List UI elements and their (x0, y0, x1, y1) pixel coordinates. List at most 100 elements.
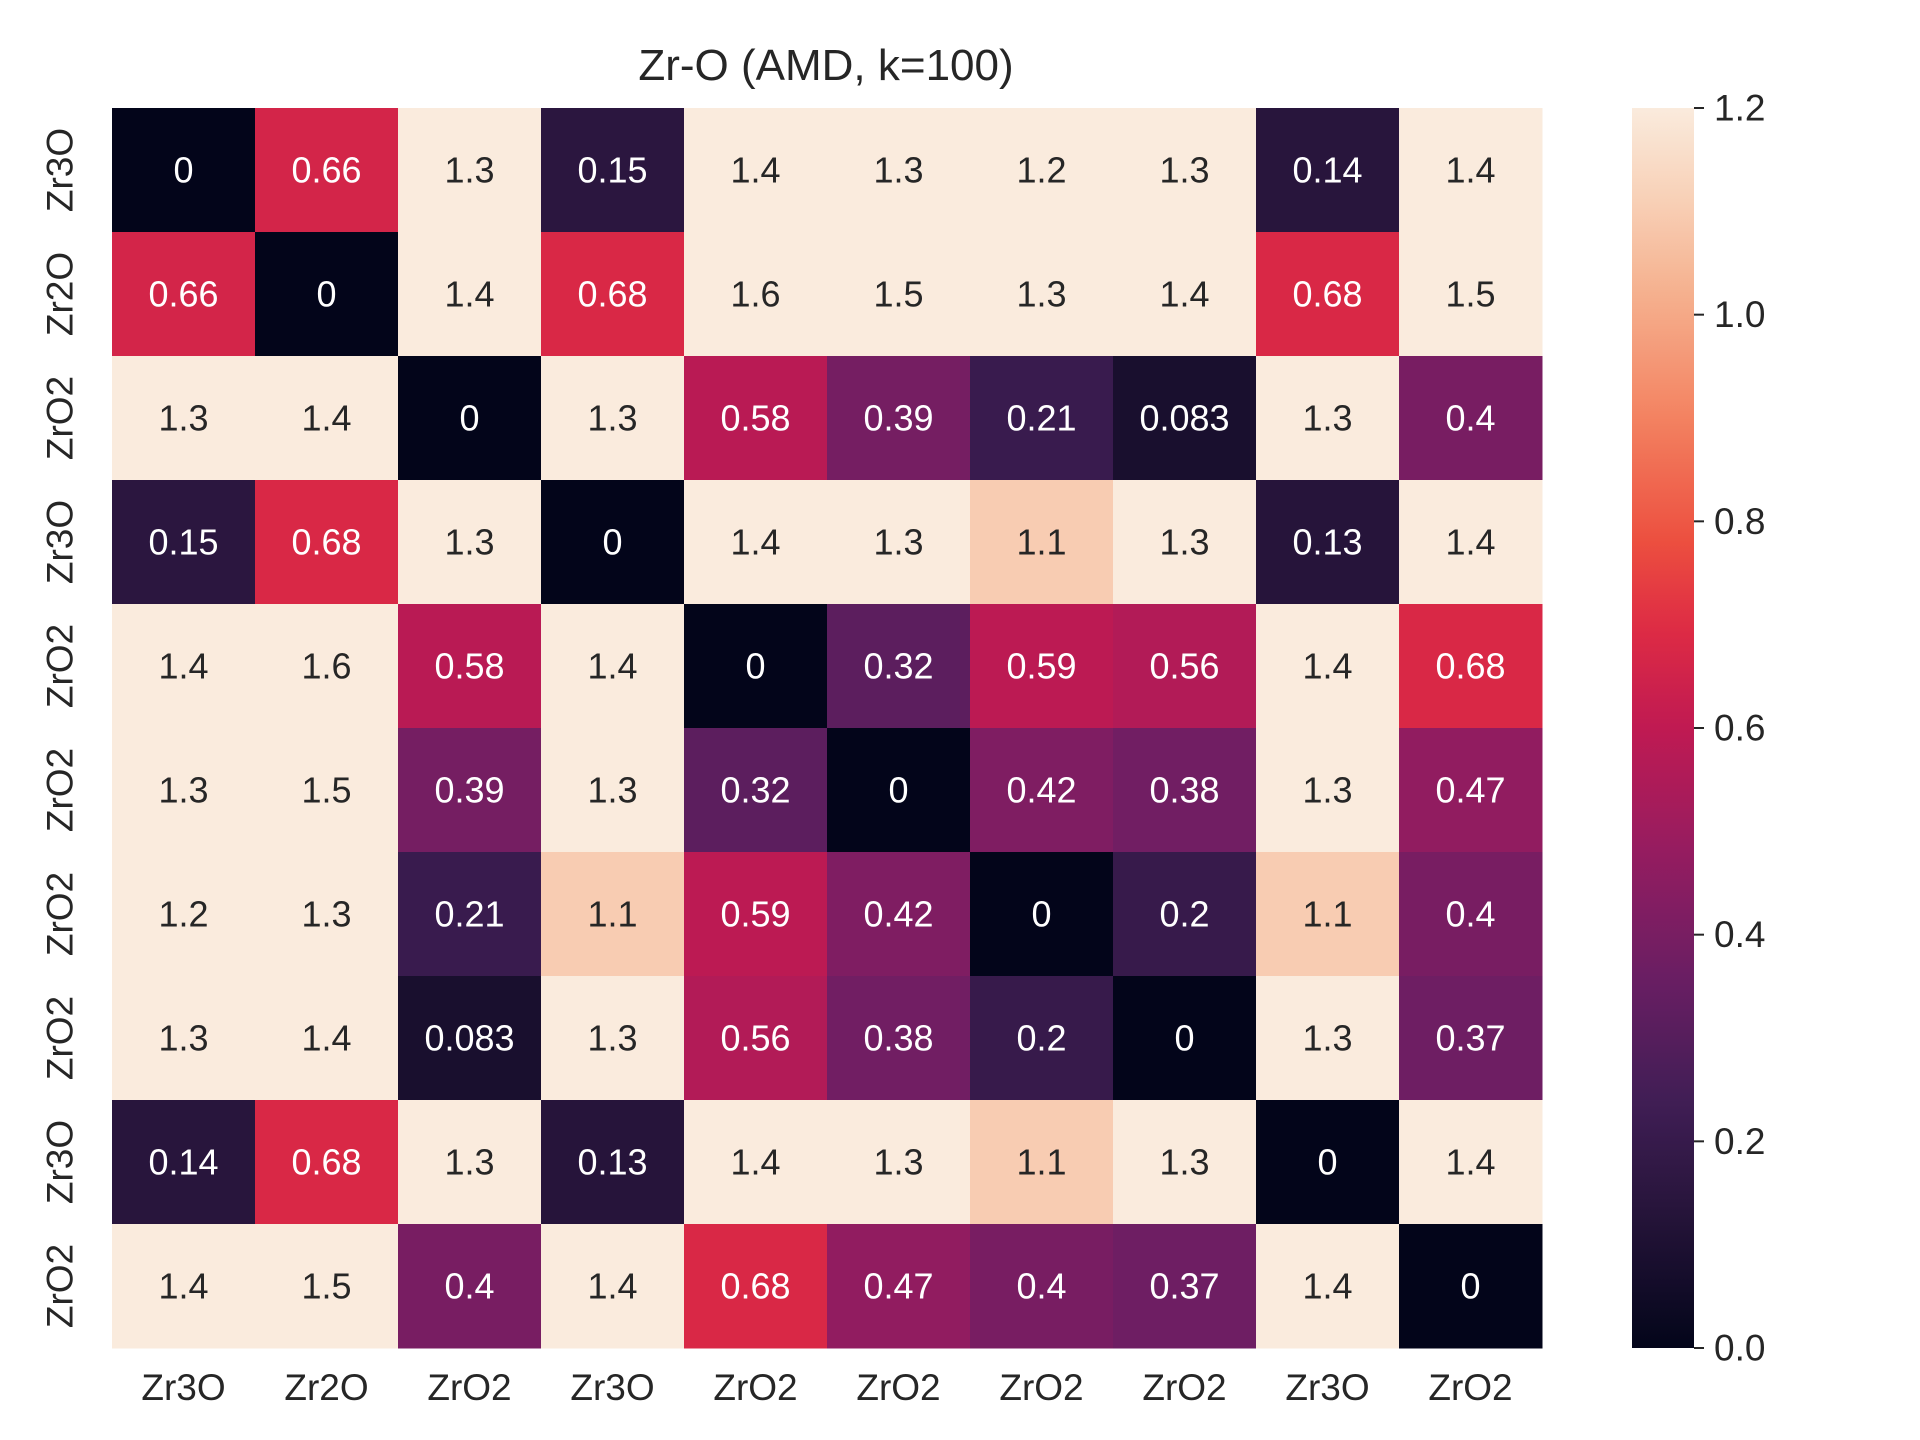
heatmap-cell-1-3 (541, 232, 685, 357)
heatmap-cell-0-7 (1113, 108, 1257, 233)
cell-value-3-2: 1.3 (444, 522, 494, 563)
cell-value-5-3: 1.3 (587, 770, 637, 811)
cell-value-3-7: 1.3 (1159, 522, 1209, 563)
cell-value-1-0: 0.66 (148, 274, 218, 315)
heatmap-cell-5-8 (1256, 728, 1400, 853)
cell-value-1-2: 1.4 (444, 274, 494, 315)
colorbar-tick-label-3: 0.6 (1714, 708, 1765, 749)
cell-value-5-0: 1.3 (158, 770, 208, 811)
cell-value-7-7: 0 (1174, 1018, 1194, 1059)
heatmap-cell-4-9 (1399, 604, 1543, 729)
cell-value-9-7: 0.37 (1149, 1266, 1219, 1307)
cell-value-6-0: 1.2 (158, 894, 208, 935)
heatmap-cell-4-6 (970, 604, 1114, 729)
cell-value-2-1: 1.4 (301, 398, 351, 439)
cell-value-6-1: 1.3 (301, 894, 351, 935)
cell-value-3-0: 0.15 (148, 522, 218, 563)
cell-value-4-5: 0.32 (863, 646, 933, 687)
cell-value-3-5: 1.3 (873, 522, 923, 563)
cell-value-4-8: 1.4 (1302, 646, 1352, 687)
heatmap-cell-5-5 (827, 728, 971, 853)
heatmap-cell-8-1 (255, 1100, 399, 1225)
heatmap-cell-8-7 (1113, 1100, 1257, 1225)
heatmap-cell-7-6 (970, 976, 1114, 1101)
cell-value-8-9: 1.4 (1445, 1142, 1495, 1183)
x-tick-label-8: Zr3O (1285, 1367, 1369, 1408)
cell-value-0-2: 1.3 (444, 150, 494, 191)
cell-value-5-6: 0.42 (1006, 770, 1076, 811)
heatmap-cell-8-9 (1399, 1100, 1543, 1225)
cell-value-4-4: 0 (745, 646, 765, 687)
cell-value-0-9: 1.4 (1445, 150, 1495, 191)
x-tick-label-4: ZrO2 (713, 1367, 797, 1408)
cell-value-1-5: 1.5 (873, 274, 923, 315)
cell-value-5-5: 0 (888, 770, 908, 811)
cell-value-1-8: 0.68 (1292, 274, 1362, 315)
cell-value-9-3: 1.4 (587, 1266, 637, 1307)
heatmap-cell-0-8 (1256, 108, 1400, 233)
cell-value-4-0: 1.4 (158, 646, 208, 687)
cell-value-4-1: 1.6 (301, 646, 351, 687)
y-tick-label-8: Zr3O (40, 1120, 81, 1204)
cell-value-7-4: 0.56 (720, 1018, 790, 1059)
cell-value-4-2: 0.58 (434, 646, 504, 687)
cell-value-7-8: 1.3 (1302, 1018, 1352, 1059)
cell-value-3-1: 0.68 (291, 522, 361, 563)
cell-value-3-3: 0 (602, 522, 622, 563)
heatmap-cell-5-3 (541, 728, 685, 853)
y-tick-label-4: ZrO2 (40, 624, 81, 708)
heatmap-cell-1-2 (398, 232, 542, 357)
y-tick-label-0: Zr3O (40, 128, 81, 212)
heatmap-cell-0-2 (398, 108, 542, 233)
heatmap-cell-5-0 (112, 728, 256, 853)
cell-value-1-3: 0.68 (577, 274, 647, 315)
chart-title: Zr-O (AMD, k=100) (638, 41, 1013, 90)
heatmap-cell-0-0 (112, 108, 256, 233)
heatmap-cell-2-7 (1113, 356, 1257, 481)
cell-value-3-9: 1.4 (1445, 522, 1495, 563)
cell-value-7-2: 0.083 (424, 1018, 514, 1059)
cell-value-2-6: 0.21 (1006, 398, 1076, 439)
heatmap-cell-6-2 (398, 852, 542, 977)
cell-value-5-4: 0.32 (720, 770, 790, 811)
heatmap-cell-8-2 (398, 1100, 542, 1225)
heatmap-cell-4-0 (112, 604, 256, 729)
heatmap-cell-5-7 (1113, 728, 1257, 853)
heatmap-cell-7-2 (398, 976, 542, 1101)
heatmap-cell-0-4 (684, 108, 828, 233)
cell-value-9-6: 0.4 (1016, 1266, 1066, 1307)
heatmap-cell-1-4 (684, 232, 828, 357)
heatmap-cell-2-3 (541, 356, 685, 481)
heatmap-cell-9-3 (541, 1224, 685, 1349)
heatmap-cell-2-1 (255, 356, 399, 481)
cell-value-8-1: 0.68 (291, 1142, 361, 1183)
heatmap-cell-0-6 (970, 108, 1114, 233)
cell-value-9-8: 1.4 (1302, 1266, 1352, 1307)
y-tick-label-1: Zr2O (40, 252, 81, 336)
heatmap-cell-9-8 (1256, 1224, 1400, 1349)
x-tick-label-1: Zr2O (284, 1367, 368, 1408)
heatmap-cell-3-5 (827, 480, 971, 605)
heatmap-cell-4-5 (827, 604, 971, 729)
heatmap-cell-9-6 (970, 1224, 1114, 1349)
cell-value-6-4: 0.59 (720, 894, 790, 935)
cell-value-8-4: 1.4 (730, 1142, 780, 1183)
x-axis-ticks: Zr3O Zr2O ZrO2 Zr3O ZrO2 ZrO2 ZrO2 ZrO2 Zr3O ZrO2 (141, 1367, 1512, 1408)
x-tick-label-7: ZrO2 (1142, 1367, 1226, 1408)
heatmap-cell-4-3 (541, 604, 685, 729)
cell-value-8-3: 0.13 (577, 1142, 647, 1183)
heatmap-cell-8-4 (684, 1100, 828, 1225)
cell-value-0-0: 0 (173, 150, 193, 191)
heatmap-cell-7-8 (1256, 976, 1400, 1101)
heatmap-cell-7-3 (541, 976, 685, 1101)
heatmap-cell-2-5 (827, 356, 971, 481)
heatmap-cell-8-3 (541, 1100, 685, 1225)
cell-value-2-4: 0.58 (720, 398, 790, 439)
heatmap-cell-1-7 (1113, 232, 1257, 357)
cell-value-0-4: 1.4 (730, 150, 780, 191)
cell-value-8-6: 1.1 (1016, 1142, 1066, 1183)
heatmap-cell-2-2 (398, 356, 542, 481)
cell-value-8-5: 1.3 (873, 1142, 923, 1183)
heatmap-cell-6-9 (1399, 852, 1543, 977)
y-tick-label-9: ZrO2 (40, 1244, 81, 1328)
